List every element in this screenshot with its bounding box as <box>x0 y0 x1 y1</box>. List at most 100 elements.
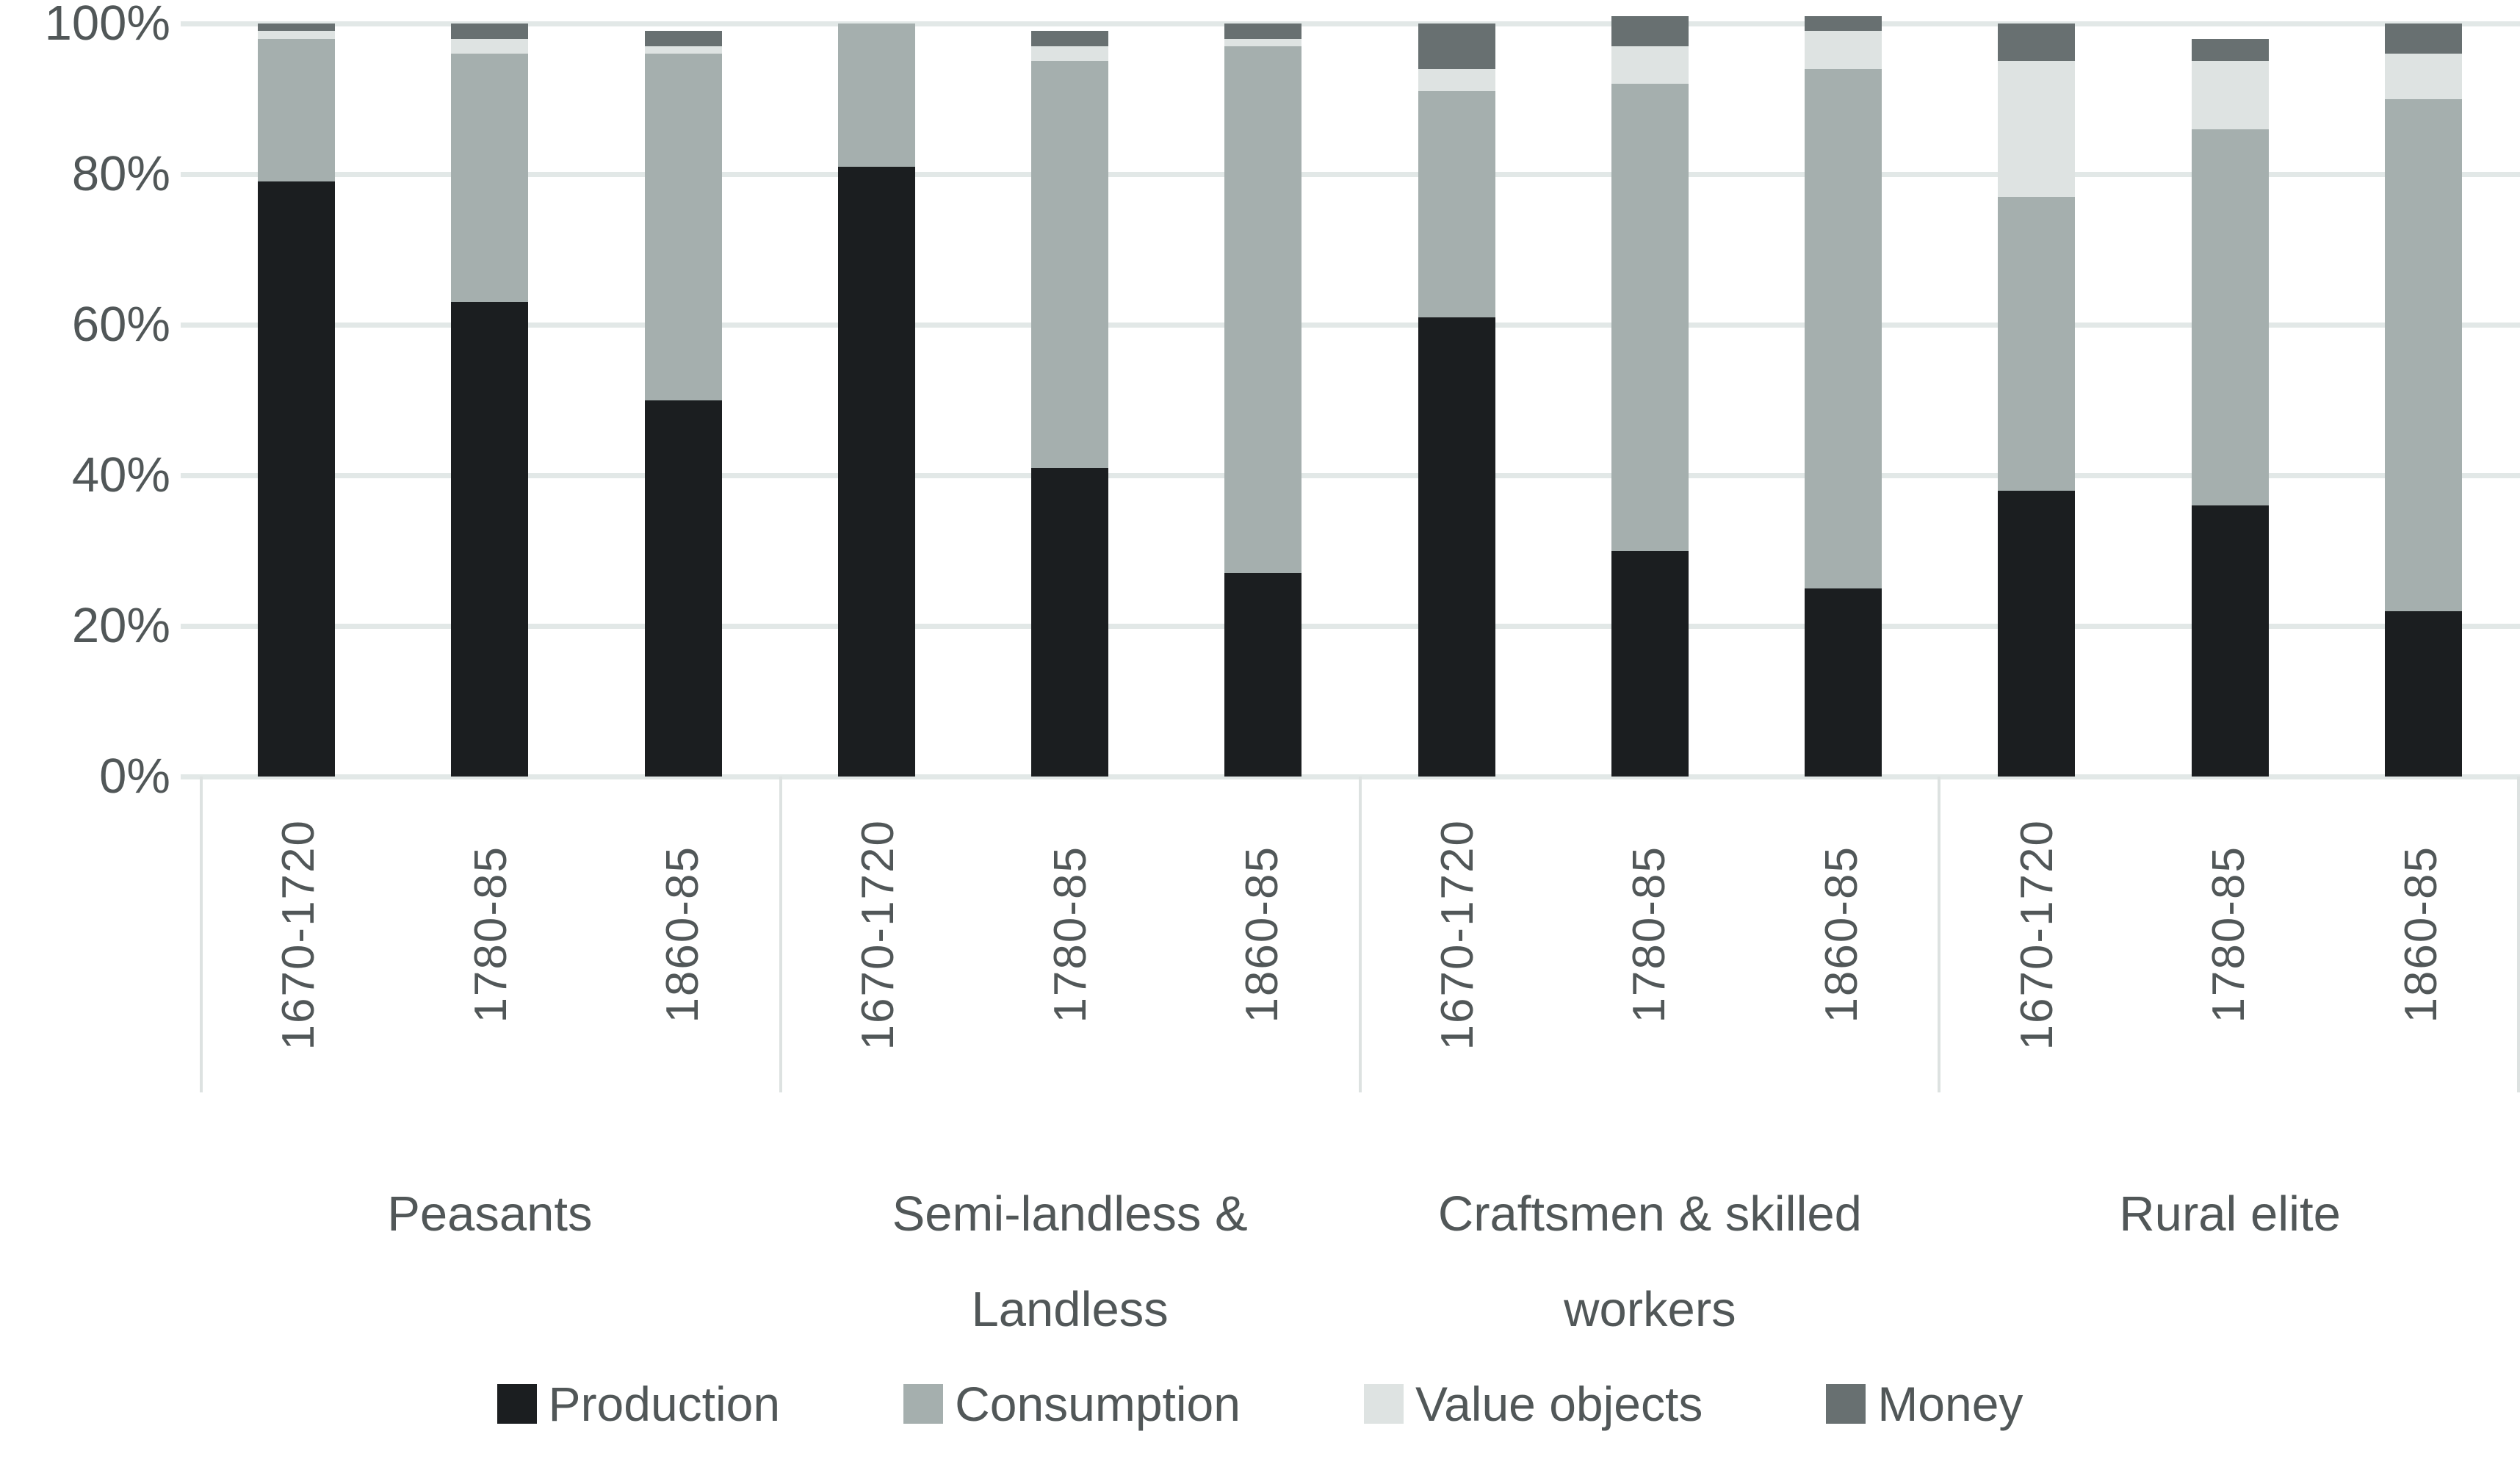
x-axis-group-labels: Peasants Semi-landless & Landless Craftsmen… <box>200 1167 2520 1372</box>
bar-segment-production <box>2384 610 2462 777</box>
x-axis-group-cell: 1670-1720 1780-85 1860-85 <box>779 777 1359 1092</box>
legend-label: Production <box>548 1377 781 1431</box>
x-axis-tick-label: 1860-85 <box>657 846 709 1023</box>
bar-slot <box>1940 24 2133 777</box>
bar-segment-money <box>451 24 529 39</box>
bar-slot <box>1166 24 1360 777</box>
x-axis-tick-label: 1860-85 <box>1816 846 1867 1023</box>
bar-segment-value-objects <box>1031 46 1109 62</box>
bar-segment-production <box>258 181 336 777</box>
gridline <box>181 171 2520 177</box>
stacked-bar <box>1031 31 1109 777</box>
x-tick-slot: 1780-85 <box>2133 777 2325 1092</box>
group-label-line: Landless <box>971 1282 1169 1337</box>
y-axis-tick-label: 60% <box>71 297 170 352</box>
y-axis-tick-label: 100% <box>44 0 170 51</box>
bar-segment-money <box>1418 24 1495 69</box>
bar-group <box>780 24 1360 777</box>
legend-swatch-value-objects <box>1363 1384 1404 1424</box>
bar-segment-value-objects <box>1998 61 2076 197</box>
stacked-bar <box>1418 24 1495 777</box>
legend: Production Consumption Value objects Money <box>0 1363 2520 1444</box>
y-axis-tick-label: 0% <box>99 749 170 804</box>
x-axis-group-cell: 1670-1720 1780-85 1860-85 <box>1938 777 2520 1092</box>
stacked-bar <box>1224 24 1302 777</box>
bar-segment-value-objects <box>1805 31 1882 69</box>
legend-item-consumption: Consumption <box>903 1376 1241 1432</box>
bar-segment-production <box>1998 490 2076 777</box>
bar-segment-value-objects <box>2191 61 2269 129</box>
bar-segment-consumption <box>1418 91 1495 317</box>
bar-slot <box>1360 24 1553 777</box>
stacked-bar <box>1998 24 2076 777</box>
bar-slot <box>1553 15 1747 777</box>
bar-segment-money <box>1224 24 1302 39</box>
x-axis-tick-label: 1670-1720 <box>1432 818 1483 1051</box>
x-axis-tick-label: 1670-1720 <box>853 818 904 1051</box>
bar-group <box>1360 15 1940 777</box>
stacked-bar <box>258 24 336 777</box>
bar-segment-production <box>837 166 915 777</box>
x-axis-tick-label: 1780-85 <box>1624 846 1675 1023</box>
bar-segment-money <box>2191 38 2269 62</box>
x-tick-slot: 1780-85 <box>974 777 1166 1092</box>
bar-segment-production <box>1418 317 1495 777</box>
bar-segment-value-objects <box>2384 54 2462 99</box>
bar-segment-production <box>2191 505 2269 777</box>
x-axis-tick-label: 1780-85 <box>2203 846 2255 1023</box>
x-axis-tick-label: 1860-85 <box>1237 846 1288 1023</box>
bar-segment-money <box>1031 31 1109 46</box>
x-axis-group-cell: 1670-1720 1780-85 1860-85 <box>1358 777 1938 1092</box>
gridline <box>181 774 2520 779</box>
bar-segment-money <box>1611 15 1689 46</box>
gridline <box>181 322 2520 328</box>
x-axis-period-band: 1670-1720 1780-85 1860-85 1670-1720 1780-85 1… <box>200 777 2520 1092</box>
legend-swatch-money <box>1826 1384 1866 1424</box>
legend-swatch-consumption <box>903 1384 944 1424</box>
bar-segment-consumption <box>2384 98 2462 611</box>
bar-slot <box>2134 24 2327 777</box>
bar-segment-money <box>2384 24 2462 54</box>
bar-segment-value-objects <box>1418 68 1495 92</box>
x-tick-slot: 1780-85 <box>1553 777 1746 1092</box>
gridline <box>181 472 2520 478</box>
bar-slot <box>393 24 586 777</box>
x-tick-slot: 1860-85 <box>1166 777 1359 1092</box>
group-label-line: Rural elite <box>2119 1186 2341 1242</box>
bar-segment-consumption <box>2191 129 2269 505</box>
bar-segment-consumption <box>1031 61 1109 468</box>
y-axis-tick-label: 40% <box>71 447 170 502</box>
bar-segment-money <box>644 31 722 46</box>
legend-item-production: Production <box>497 1376 781 1432</box>
bar-segment-value-objects <box>1611 46 1689 84</box>
stacked-bar <box>837 24 915 777</box>
stacked-bar <box>2384 24 2462 777</box>
y-axis: 0% 20% 40% 60% 80% 100% <box>0 0 170 1094</box>
bar-slot <box>973 24 1166 777</box>
bar-segment-production <box>1224 573 1302 777</box>
bar-segment-production <box>1031 467 1109 777</box>
bar-segment-production <box>644 400 722 777</box>
bar-segment-consumption <box>1611 84 1689 551</box>
legend-label: Value objects <box>1415 1377 1703 1431</box>
legend-label: Consumption <box>955 1377 1241 1431</box>
stacked-bar <box>451 24 529 777</box>
group-label: Semi-landless & Landless <box>780 1167 1360 1372</box>
stacked-bar <box>644 31 722 777</box>
bar-slot <box>587 24 780 777</box>
bar-segment-value-objects <box>644 46 722 54</box>
bar-segment-production <box>451 302 529 777</box>
y-axis-tick-label: 80% <box>71 146 170 201</box>
bar-segment-money <box>258 24 336 32</box>
bar-group <box>200 24 780 777</box>
legend-item-money: Money <box>1826 1376 2023 1432</box>
x-tick-slot: 1670-1720 <box>1940 777 2133 1092</box>
bar-segment-consumption <box>1224 46 1302 574</box>
x-tick-slot: 1670-1720 <box>782 777 975 1092</box>
stacked-bar <box>1805 15 1882 777</box>
bar-slot <box>1747 15 1940 777</box>
x-tick-slot: 1860-85 <box>1746 777 1938 1092</box>
bar-segment-production <box>1805 588 1882 777</box>
bar-segment-consumption <box>451 54 529 303</box>
